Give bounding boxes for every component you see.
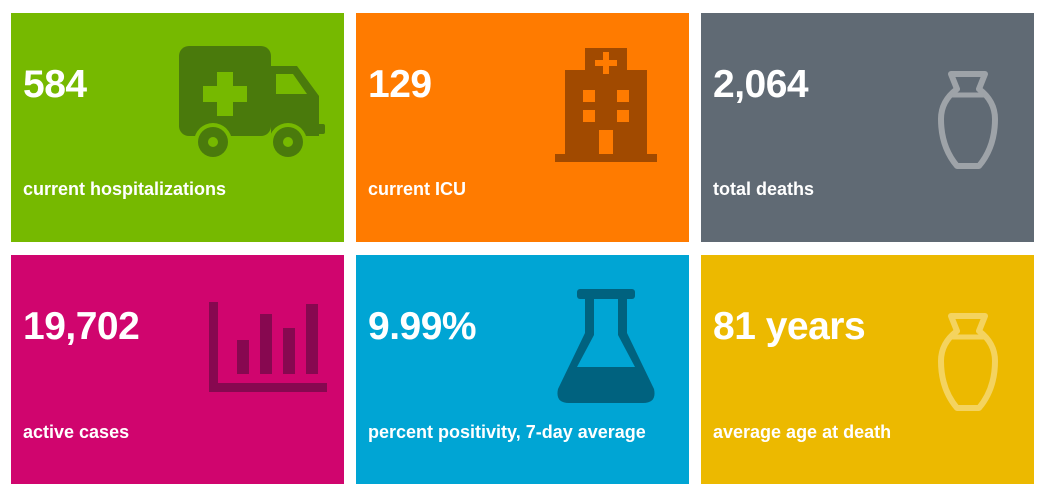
ambulance-icon — [179, 46, 325, 162]
hospitalizations-label: current hospitalizations — [23, 179, 227, 199]
total-deaths-value: 2,064 — [713, 63, 809, 106]
urn-icon — [935, 71, 1001, 169]
icu-value: 129 — [368, 63, 432, 106]
total-deaths-label: total deaths — [713, 179, 815, 199]
tile-percent-positivity: 9.99% percent positivity, 7-day average — [356, 255, 689, 484]
average-age-value: 81 years — [713, 305, 866, 348]
bar-chart-icon — [209, 302, 327, 392]
tile-current-icu: 129 current ICU — [356, 13, 689, 242]
tile-average-age-at-death: 81 years average age at death — [701, 255, 1034, 484]
active-cases-value: 19,702 — [23, 305, 140, 348]
tile-active-cases: 19,702 active cases — [11, 255, 344, 484]
hospital-icon — [555, 46, 657, 164]
hospitalizations-value: 584 — [23, 63, 87, 106]
flask-icon — [555, 289, 657, 405]
average-age-label: average age at death — [713, 422, 892, 442]
tile-total-deaths: 2,064 total deaths — [701, 13, 1034, 242]
active-cases-label: active cases — [23, 422, 130, 442]
percent-positivity-label: percent positivity, 7-day average — [368, 422, 646, 442]
tile-current-hospitalizations: 584 current hospitalizations — [11, 13, 344, 242]
percent-positivity-value: 9.99% — [368, 305, 477, 348]
urn-icon — [935, 313, 1001, 411]
icu-label: current ICU — [368, 179, 467, 199]
